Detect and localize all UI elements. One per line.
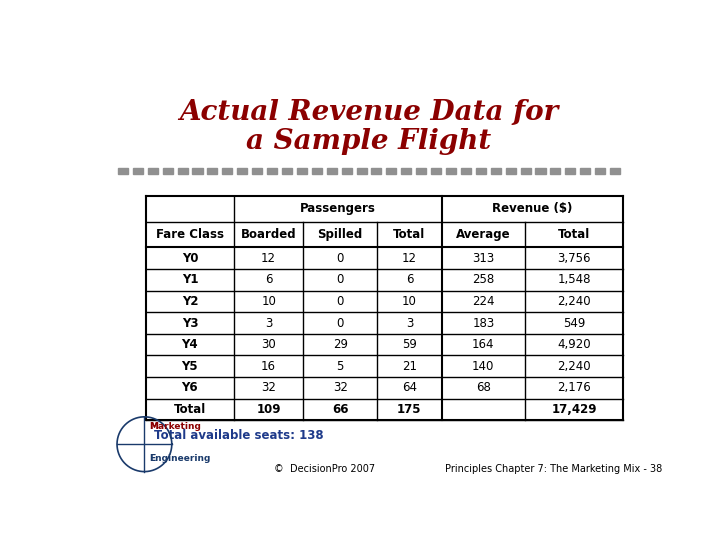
Text: 140: 140 (472, 360, 495, 373)
Text: 12: 12 (261, 252, 276, 265)
Text: Y5: Y5 (181, 360, 198, 373)
Text: 3: 3 (405, 316, 413, 329)
Text: 224: 224 (472, 295, 495, 308)
Text: 549: 549 (563, 316, 585, 329)
Bar (341, 168, 351, 173)
Text: 313: 313 (472, 252, 495, 265)
Bar (282, 168, 292, 173)
Bar (207, 168, 217, 173)
Text: 164: 164 (472, 338, 495, 351)
Text: Y6: Y6 (181, 381, 198, 394)
Text: Y0: Y0 (181, 252, 198, 265)
Bar (565, 168, 575, 173)
Text: Total: Total (174, 403, 206, 416)
Bar (536, 168, 546, 173)
Text: 3: 3 (265, 316, 272, 329)
Text: 21: 21 (402, 360, 417, 373)
Text: Revenue ($): Revenue ($) (492, 202, 572, 215)
Text: 183: 183 (472, 316, 495, 329)
Bar (222, 168, 233, 173)
Text: 0: 0 (336, 316, 344, 329)
Text: 17,429: 17,429 (552, 403, 597, 416)
Bar (431, 168, 441, 173)
Text: 2,176: 2,176 (557, 381, 591, 394)
Text: Y1: Y1 (181, 273, 198, 286)
Text: Y4: Y4 (181, 338, 198, 351)
Text: 32: 32 (261, 381, 276, 394)
Text: Fare Class: Fare Class (156, 228, 224, 241)
Bar (416, 168, 426, 173)
Text: 5: 5 (336, 360, 344, 373)
Text: Spilled: Spilled (318, 228, 363, 241)
Bar (356, 168, 366, 173)
Text: Boarded: Boarded (240, 228, 297, 241)
Bar (550, 168, 560, 173)
Text: 258: 258 (472, 273, 495, 286)
Text: 64: 64 (402, 381, 417, 394)
Text: 6: 6 (405, 273, 413, 286)
Bar (491, 168, 501, 173)
Text: 2,240: 2,240 (557, 360, 591, 373)
Text: 0: 0 (336, 295, 344, 308)
Bar (297, 168, 307, 173)
Bar (192, 168, 202, 173)
Bar (132, 168, 143, 173)
Text: 1,548: 1,548 (557, 273, 590, 286)
Text: Average: Average (456, 228, 510, 241)
Text: 12: 12 (402, 252, 417, 265)
Bar (461, 168, 471, 173)
Text: 66: 66 (332, 403, 348, 416)
Text: 4,920: 4,920 (557, 338, 591, 351)
Text: 175: 175 (397, 403, 422, 416)
Bar (148, 168, 158, 173)
Text: Total: Total (558, 228, 590, 241)
Text: Y2: Y2 (181, 295, 198, 308)
Bar (118, 168, 128, 173)
Bar (237, 168, 247, 173)
Text: Principles Chapter 7: The Marketing Mix - 38: Principles Chapter 7: The Marketing Mix … (444, 464, 662, 474)
Text: ©  DecisionPro 2007: © DecisionPro 2007 (274, 464, 375, 474)
Bar (476, 168, 486, 173)
Text: 6: 6 (265, 273, 272, 286)
Bar (372, 168, 382, 173)
Text: 3,756: 3,756 (557, 252, 590, 265)
Bar (521, 168, 531, 173)
Text: Passengers: Passengers (300, 202, 376, 215)
Bar (312, 168, 322, 173)
Bar (267, 168, 277, 173)
Text: Total available seats: 138: Total available seats: 138 (154, 429, 324, 442)
Bar (178, 168, 188, 173)
Bar (610, 168, 620, 173)
Text: 0: 0 (336, 252, 344, 265)
Text: 2,240: 2,240 (557, 295, 591, 308)
Bar (387, 168, 397, 173)
Text: 30: 30 (261, 338, 276, 351)
Bar (252, 168, 262, 173)
Text: 59: 59 (402, 338, 417, 351)
Text: 29: 29 (333, 338, 348, 351)
Text: Y3: Y3 (181, 316, 198, 329)
Bar (595, 168, 606, 173)
Text: 68: 68 (476, 381, 491, 394)
Bar (580, 168, 590, 173)
Text: 10: 10 (402, 295, 417, 308)
Bar (446, 168, 456, 173)
Text: a Sample Flight: a Sample Flight (246, 128, 492, 155)
Bar (327, 168, 337, 173)
Text: 16: 16 (261, 360, 276, 373)
Text: Total: Total (393, 228, 426, 241)
Text: 10: 10 (261, 295, 276, 308)
Text: Actual Revenue Data for: Actual Revenue Data for (179, 99, 559, 126)
Bar (401, 168, 411, 173)
Bar (163, 168, 173, 173)
Text: 32: 32 (333, 381, 348, 394)
Text: 0: 0 (336, 273, 344, 286)
Text: 109: 109 (256, 403, 281, 416)
Bar (505, 168, 516, 173)
